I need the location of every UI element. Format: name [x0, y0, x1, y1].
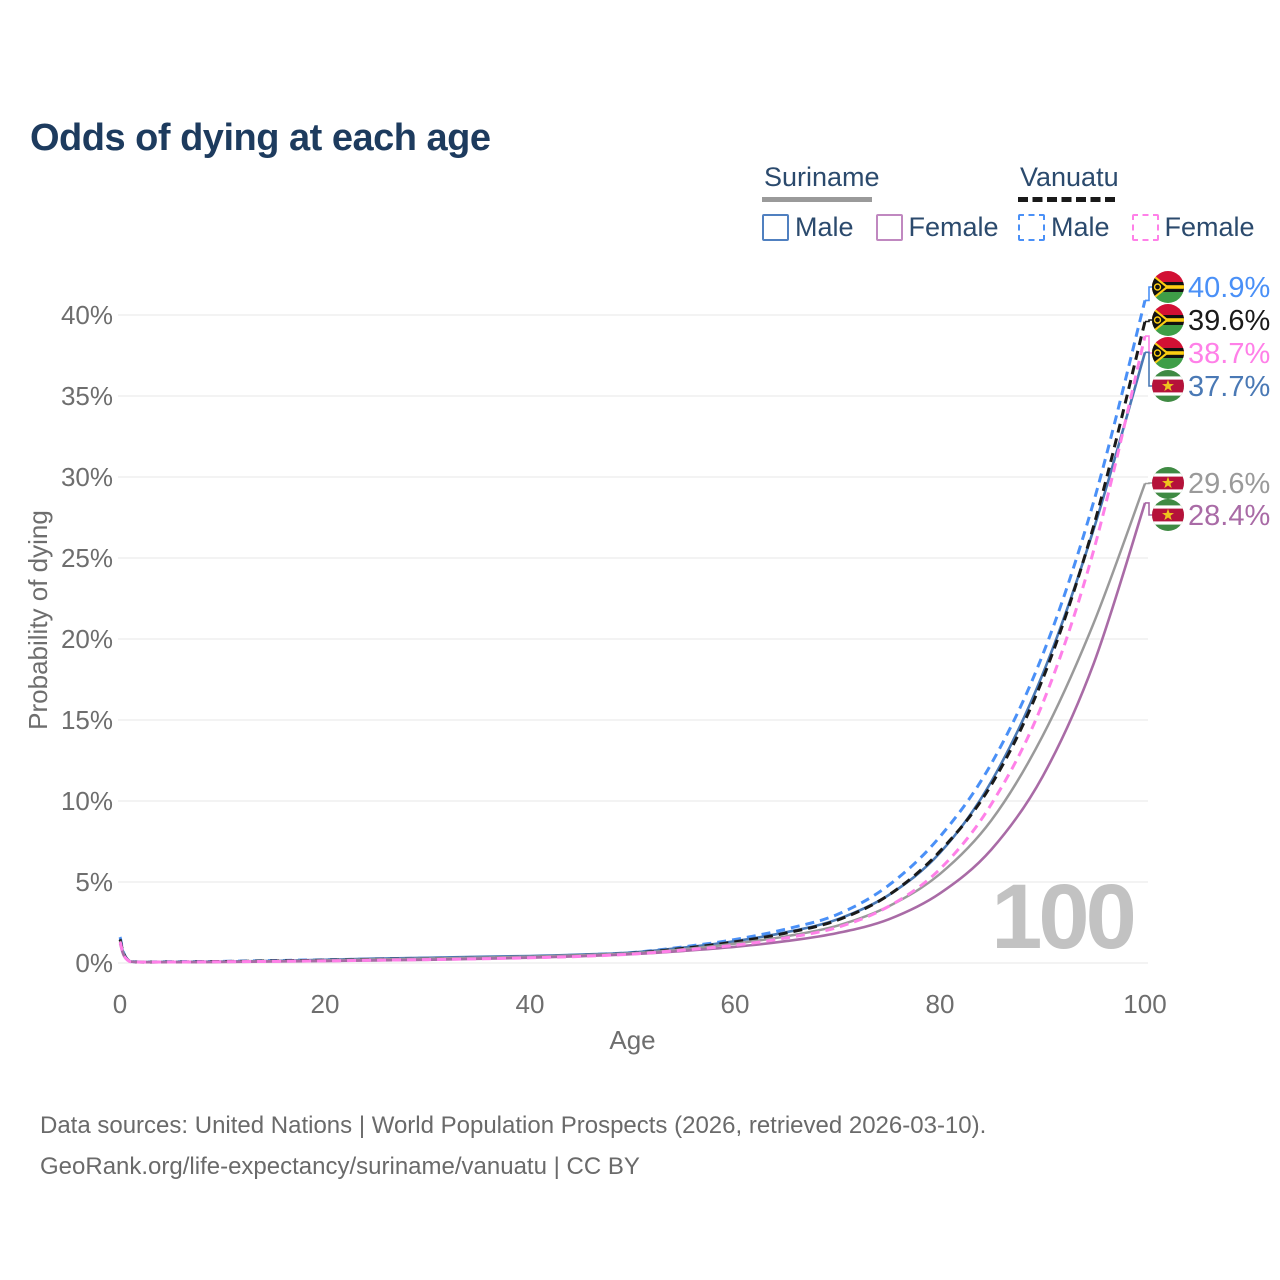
end-label-connector — [1145, 286, 1152, 302]
y-tick-label: 20% — [61, 624, 113, 654]
y-tick-label: 5% — [75, 867, 113, 897]
legend-group-vanuatu: Vanuatu Male Female — [1018, 162, 1255, 243]
legend-item-suriname-male[interactable]: Male — [762, 212, 854, 243]
y-tick-label: 40% — [61, 300, 113, 330]
end-label-connector — [1145, 319, 1152, 323]
legend-item-vanuatu-female[interactable]: Female — [1131, 212, 1255, 243]
suriname-flag-icon — [1152, 370, 1184, 402]
end-value-label-suriname-female: 28.4% — [1188, 500, 1270, 532]
y-tick-label: 30% — [61, 462, 113, 492]
end-value-label-vanuatu-male: 40.9% — [1188, 272, 1270, 304]
y-tick-label: 10% — [61, 786, 113, 816]
x-tick-label: 80 — [926, 989, 955, 1019]
y-tick-label: 25% — [61, 543, 113, 573]
x-axis-title: Age — [609, 1025, 655, 1055]
page-title: Odds of dying at each age — [30, 117, 491, 160]
y-axis-title: Probability of dying — [23, 510, 53, 730]
suriname-male-swatch-icon — [762, 214, 789, 241]
suriname-flag-icon — [1152, 467, 1184, 499]
end-label-connector — [1145, 335, 1152, 354]
series-line-vanuatu-female[interactable] — [118, 335, 1147, 964]
footer: Data sources: United Nations | World Pop… — [40, 1105, 986, 1187]
end-value-label-suriname-both: 29.6% — [1188, 468, 1270, 500]
end-value-label-vanuatu-female: 38.7% — [1188, 338, 1270, 370]
data-sources-text: Data sources: United Nations | World Pop… — [40, 1112, 987, 1139]
vanuatu-flag-icon — [1152, 337, 1184, 369]
end-value-label-suriname-male: 37.7% — [1188, 371, 1270, 403]
legend-label: Male — [1051, 212, 1110, 242]
legend-label: Female — [908, 212, 999, 242]
series-line-vanuatu-male[interactable] — [118, 300, 1147, 964]
legend-item-suriname-female[interactable]: Female — [875, 212, 999, 243]
x-tick-label: 0 — [113, 989, 127, 1019]
vanuatu-flag-icon — [1152, 304, 1184, 336]
x-tick-label: 60 — [721, 989, 750, 1019]
vanuatu-line-swatch — [1018, 197, 1115, 202]
age-watermark: 100 — [991, 866, 1133, 968]
y-tick-label: 35% — [61, 381, 113, 411]
suriname-line-swatch — [762, 197, 872, 202]
x-tick-label: 100 — [1123, 989, 1166, 1019]
end-label-connector — [1145, 482, 1152, 485]
end-value-label-vanuatu-both: 39.6% — [1188, 305, 1270, 337]
legend-header-suriname[interactable]: Suriname — [764, 162, 880, 192]
x-tick-label: 40 — [516, 989, 545, 1019]
attribution-text: GeoRank.org/life-expectancy/suriname/van… — [40, 1153, 640, 1180]
legend-header-vanuatu[interactable]: Vanuatu — [1020, 162, 1119, 192]
legend-item-vanuatu-male[interactable]: Male — [1018, 212, 1110, 243]
end-label-connector — [1145, 502, 1152, 516]
legend-group-suriname: Suriname Male Female — [762, 162, 999, 243]
suriname-female-swatch-icon — [875, 214, 903, 241]
legend-label: Female — [1164, 212, 1255, 242]
vanuatu-female-swatch-icon — [1131, 214, 1159, 241]
y-tick-label: 15% — [61, 705, 113, 735]
x-tick-label: 20 — [311, 989, 340, 1019]
suriname-flag-icon — [1152, 499, 1184, 531]
legend-label: Male — [795, 212, 854, 242]
y-tick-label: 0% — [75, 948, 113, 978]
end-label-connector — [1145, 351, 1152, 387]
vanuatu-flag-icon — [1152, 271, 1184, 303]
vanuatu-male-swatch-icon — [1018, 214, 1045, 241]
